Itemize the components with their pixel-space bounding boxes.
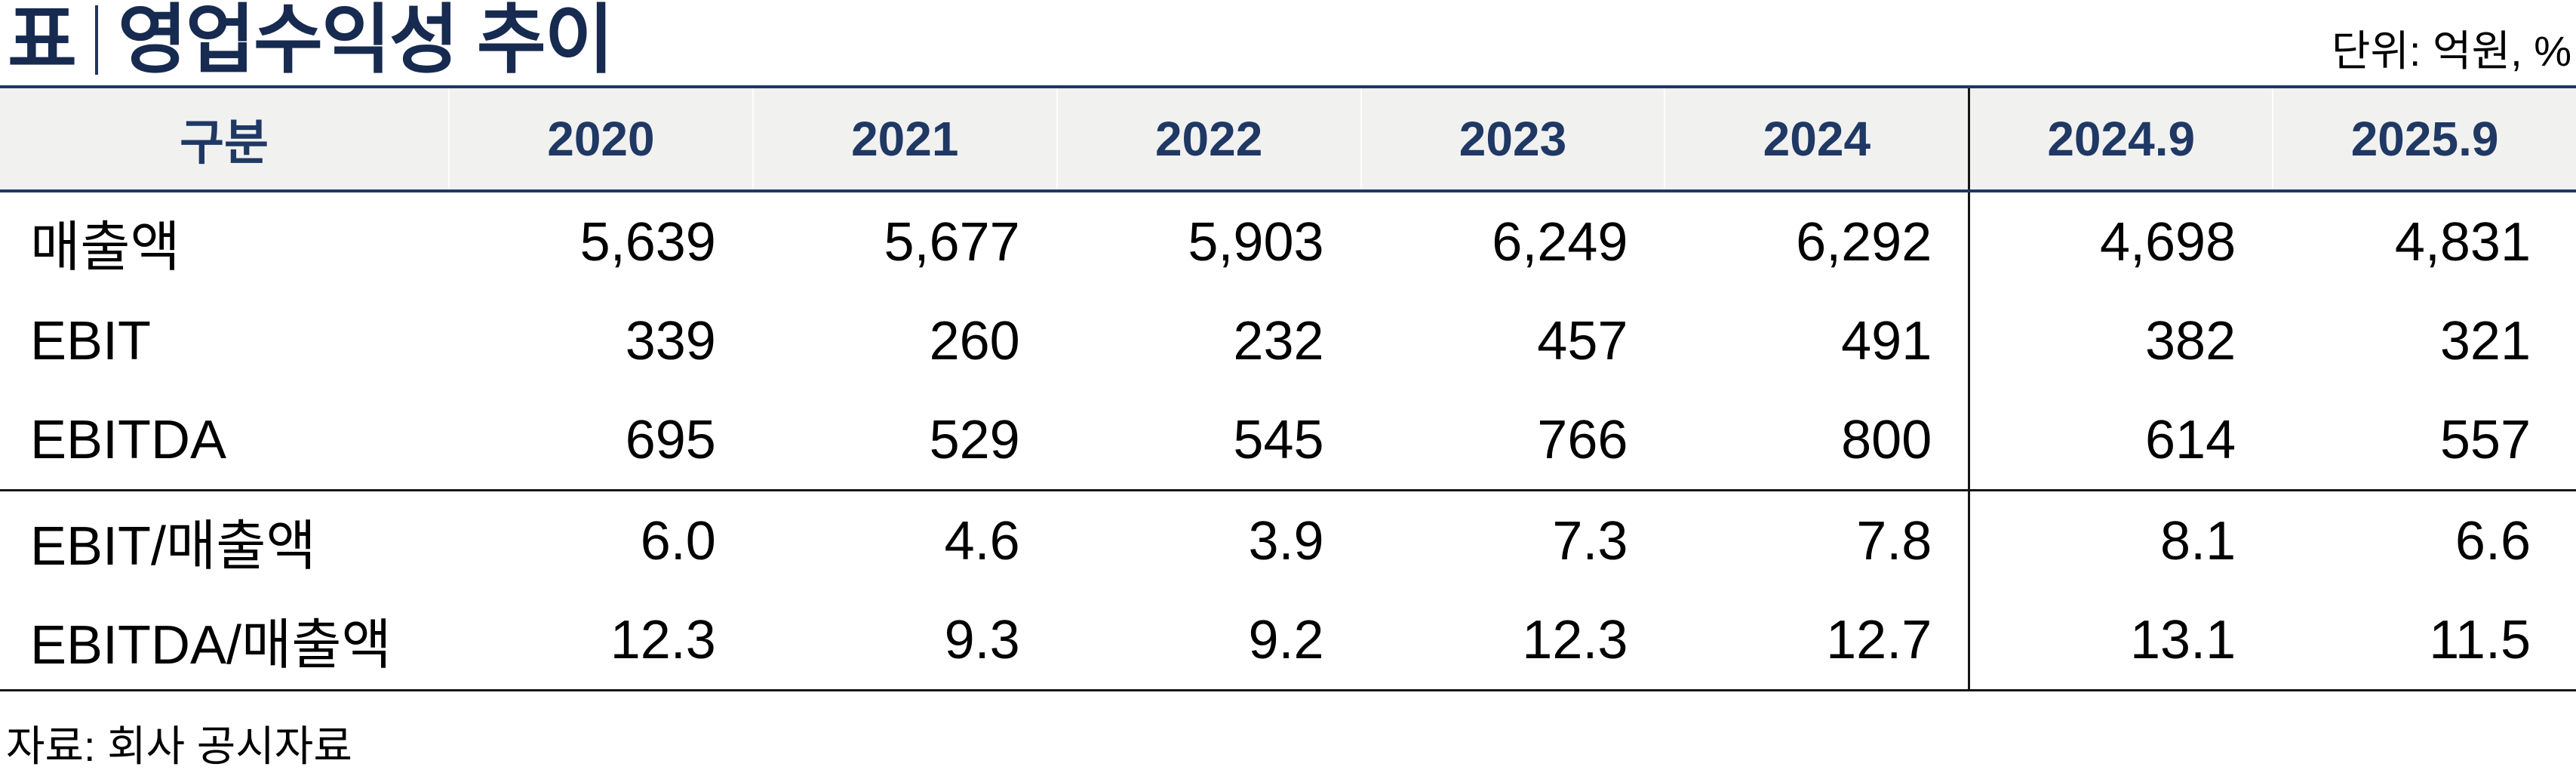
cell-value: 457 bbox=[1537, 310, 1628, 371]
cell-value: 5,639 bbox=[579, 211, 716, 272]
cell-value: 12.3 bbox=[610, 609, 716, 670]
column-header-2024-9: 2024.9 bbox=[1968, 88, 2272, 189]
cell-value: 614 bbox=[1968, 390, 2272, 489]
cell-value: 12.7 bbox=[1826, 609, 1932, 670]
column-header-2025-9: 2025.9 bbox=[2272, 88, 2576, 189]
table-row-ebit: EBIT 339 260 232 457 491 382 321 bbox=[0, 291, 2576, 390]
table-row-ebitda-margin: EBITDA/매출액 12.3 9.3 9.2 12.3 12.7 13.1 1… bbox=[0, 590, 2576, 691]
cell-value: 11.5 bbox=[2429, 609, 2531, 670]
cell-value: 5,903 bbox=[1188, 211, 1324, 272]
cell-value: 13.1 bbox=[1968, 590, 2272, 689]
cell-value: 339 bbox=[625, 310, 716, 371]
cell-value: 6.0 bbox=[640, 510, 716, 571]
cell-value: 4,831 bbox=[2394, 211, 2531, 272]
source-note: 자료: 회사 공시자료 bbox=[6, 722, 352, 770]
cell-value: 6,249 bbox=[1492, 211, 1628, 272]
column-header-2021: 2021 bbox=[752, 88, 1056, 189]
cell-value: 5,677 bbox=[884, 211, 1020, 272]
column-header-2020: 2020 bbox=[448, 88, 752, 189]
table-row-ebit-margin: EBIT/매출액 6.0 4.6 3.9 7.3 7.8 8.1 6.6 bbox=[0, 491, 2576, 590]
cell-value: 557 bbox=[2439, 409, 2531, 470]
table-row-ebitda: EBITDA 695 529 545 766 800 614 557 bbox=[0, 390, 2576, 491]
cell-value: 491 bbox=[1841, 310, 1932, 371]
cell-value: 545 bbox=[1233, 409, 1324, 470]
cell-value: 260 bbox=[929, 310, 1020, 371]
cell-value: 800 bbox=[1841, 409, 1932, 470]
cell-value: 12.3 bbox=[1522, 609, 1628, 670]
cell-value: 4.6 bbox=[944, 510, 1020, 571]
cell-value: 7.3 bbox=[1552, 510, 1628, 571]
cell-value: 4,698 bbox=[1968, 192, 2272, 291]
column-header-2023: 2023 bbox=[1360, 88, 1665, 189]
cell-value: 695 bbox=[625, 409, 716, 470]
title-prefix: 표 bbox=[8, 0, 77, 82]
cell-value: 8.1 bbox=[1968, 491, 2272, 590]
cell-value: 6,292 bbox=[1796, 211, 1932, 272]
cell-value: 382 bbox=[1968, 291, 2272, 390]
row-label: EBIT bbox=[30, 310, 152, 371]
row-label: EBITDA bbox=[30, 409, 227, 470]
cell-value: 232 bbox=[1233, 310, 1324, 371]
row-label: 매출액 bbox=[30, 217, 180, 278]
cell-value: 9.2 bbox=[1248, 609, 1324, 670]
table-row-revenue: 매출액 5,639 5,677 5,903 6,249 6,292 4,698 … bbox=[0, 192, 2576, 291]
cell-value: 3.9 bbox=[1248, 510, 1324, 571]
table-header-row: 구분 2020 2021 2022 2023 2024 2024.9 2025.… bbox=[0, 85, 2576, 192]
profitability-table: 구분 2020 2021 2022 2023 2024 2024.9 2025.… bbox=[0, 85, 2576, 691]
row-label: EBITDA/매출액 bbox=[30, 615, 392, 676]
title-text: 영업수익성 추이 bbox=[118, 0, 614, 82]
cell-value: 9.3 bbox=[944, 609, 1020, 670]
title-divider bbox=[95, 5, 98, 75]
column-header-2024: 2024 bbox=[1664, 88, 1968, 189]
column-header-category: 구분 bbox=[180, 115, 269, 170]
cell-value: 7.8 bbox=[1856, 510, 1932, 571]
cell-value: 766 bbox=[1537, 409, 1628, 470]
cell-value: 6.6 bbox=[2455, 510, 2531, 571]
column-header-2022: 2022 bbox=[1056, 88, 1360, 189]
table-title-bar: 표 영업수익성 추이 단위: 억원, % bbox=[0, 0, 2576, 85]
table-title: 표 영업수익성 추이 bbox=[8, 0, 614, 82]
row-label: EBIT/매출액 bbox=[30, 516, 316, 577]
cell-value: 529 bbox=[929, 409, 1020, 470]
cell-value: 321 bbox=[2439, 310, 2531, 371]
unit-label: 단위: 억원, % bbox=[2331, 27, 2571, 75]
